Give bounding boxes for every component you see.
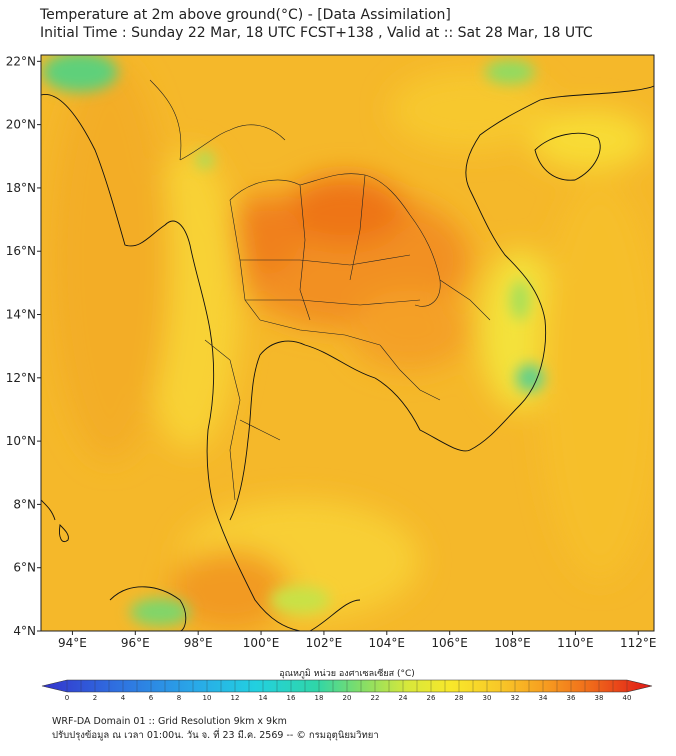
lat-tick-label: 8°N <box>13 497 36 511</box>
lon-tick-label: 112°E <box>620 636 657 650</box>
colorbar-ticks: 0 2 4 6 8 10 12 14 16 18 20 22 24 26 28 30 32 34 36 38 40 <box>65 680 632 702</box>
lat-tick-label: 16°N <box>6 244 36 258</box>
lon-tick-label: 98°E <box>184 636 213 650</box>
colorbar-tick-label: 32 <box>511 694 520 702</box>
colorbar-tick-label: 6 <box>149 694 154 702</box>
colorbar-tick-label: 40 <box>623 694 632 702</box>
plot-frame <box>40 54 655 632</box>
footer-update: ปรับปรุงข้อมูล ณ เวลา 01:00น. วัน จ. ที่… <box>52 730 379 741</box>
colorbar-tick-label: 2 <box>93 694 97 702</box>
lon-tick-label: 108°E <box>494 636 531 650</box>
longitude-axis: 94°E 96°E 98°E 100°E 102°E 104°E 106°E 108°E 110… <box>58 631 657 650</box>
lon-tick-label: 110°E <box>557 636 594 650</box>
colorbar-tick-label: 14 <box>259 694 268 702</box>
lat-tick-label: 6°N <box>13 561 36 575</box>
footer-domain: WRF-DA Domain 01 :: Grid Resolution 9km … <box>52 716 287 727</box>
colorbar-tick-label: 0 <box>65 694 69 702</box>
colorbar-tick-label: 36 <box>567 694 576 702</box>
colorbar-tick-label: 28 <box>455 694 464 702</box>
lat-tick-label: 10°N <box>6 434 36 448</box>
lat-tick-label: 14°N <box>6 308 36 322</box>
colorbar-tick-label: 12 <box>231 694 240 702</box>
coastlines <box>41 85 654 631</box>
map-title: Temperature at 2m above ground(°C) - [Da… <box>40 7 451 23</box>
temperature-field <box>41 55 654 631</box>
colorbar-label: อุณหภูมิ หน่วย องศาเซลเซียส (°C) <box>279 668 415 679</box>
colorbar-tick-label: 26 <box>427 694 436 702</box>
lon-tick-label: 106°E <box>431 636 468 650</box>
colorbar-tick-label: 16 <box>287 694 296 702</box>
colorbar-tick-label: 4 <box>121 694 126 702</box>
colorbar-tick-label: 8 <box>177 694 181 702</box>
colorbar-tick-label: 18 <box>315 694 324 702</box>
lat-tick-label: 12°N <box>6 371 36 385</box>
colorbar-tick-label: 30 <box>483 694 492 702</box>
lat-tick-label: 18°N <box>6 181 36 195</box>
colorbar-tick-label: 10 <box>203 694 212 702</box>
lat-tick-label: 4°N <box>13 624 36 638</box>
colorbar-tick-label: 34 <box>539 694 548 702</box>
lon-tick-label: 100°E <box>243 636 280 650</box>
lon-tick-label: 94°E <box>58 636 87 650</box>
lat-tick-label: 22°N <box>6 54 36 68</box>
colorbar-tick-label: 20 <box>343 694 352 702</box>
colorbar-tick-label: 38 <box>595 694 604 702</box>
map-subtitle: Initial Time : Sunday 22 Mar, 18 UTC FCS… <box>40 25 593 41</box>
province-borders <box>149 79 491 501</box>
latitude-axis: 22°N 20°N 18°N 16°N 14°N 12°N 10°N 8°N 6°N 4°N <box>6 54 41 638</box>
lat-tick-label: 20°N <box>6 118 36 132</box>
colorbar-tick-label: 24 <box>399 694 408 702</box>
lon-tick-label: 102°E <box>306 636 343 650</box>
lon-tick-label: 96°E <box>121 636 150 650</box>
lon-tick-label: 104°E <box>369 636 406 650</box>
colorbar-tick-label: 22 <box>371 694 380 702</box>
